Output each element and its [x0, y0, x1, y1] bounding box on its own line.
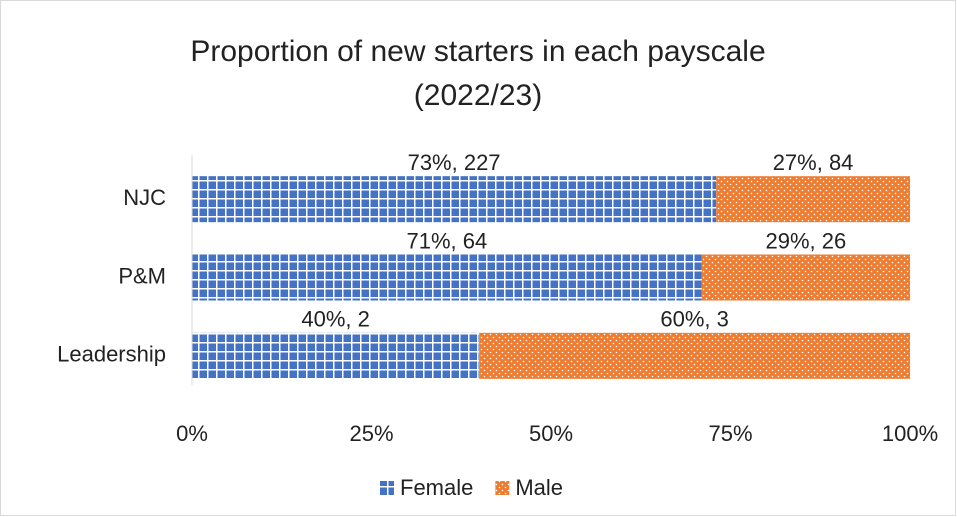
data-label: 73%, 227: [408, 150, 501, 175]
chart-title: Proportion of new starters in each paysc…: [190, 35, 766, 112]
y-tick-label: P&M: [118, 263, 166, 288]
legend-swatch: [495, 481, 510, 495]
x-tick-label: 25%: [349, 421, 393, 446]
bar-segment: [479, 332, 910, 379]
y-tick-label: NJC: [123, 185, 166, 210]
x-tick-label: 50%: [529, 421, 573, 446]
x-tick-label: 100%: [882, 421, 938, 446]
legend-label: Female: [400, 475, 473, 500]
data-label: 29%, 26: [766, 228, 847, 253]
bar-segment: [192, 332, 480, 379]
legend-label: Male: [515, 475, 563, 500]
x-tick-label: 75%: [708, 421, 752, 446]
bar-segment: [192, 176, 717, 223]
bar-segment: [716, 176, 910, 223]
data-label: 40%, 2: [301, 307, 370, 332]
x-tick-label: 0%: [176, 421, 208, 446]
data-label: 60%, 3: [660, 307, 729, 332]
bar-segment: [192, 254, 702, 301]
bar-segment: [701, 254, 910, 301]
data-label: 27%, 84: [773, 150, 854, 175]
y-tick-label: Leadership: [57, 342, 166, 367]
legend-swatch: [380, 481, 394, 495]
data-label: 71%, 64: [407, 228, 488, 253]
